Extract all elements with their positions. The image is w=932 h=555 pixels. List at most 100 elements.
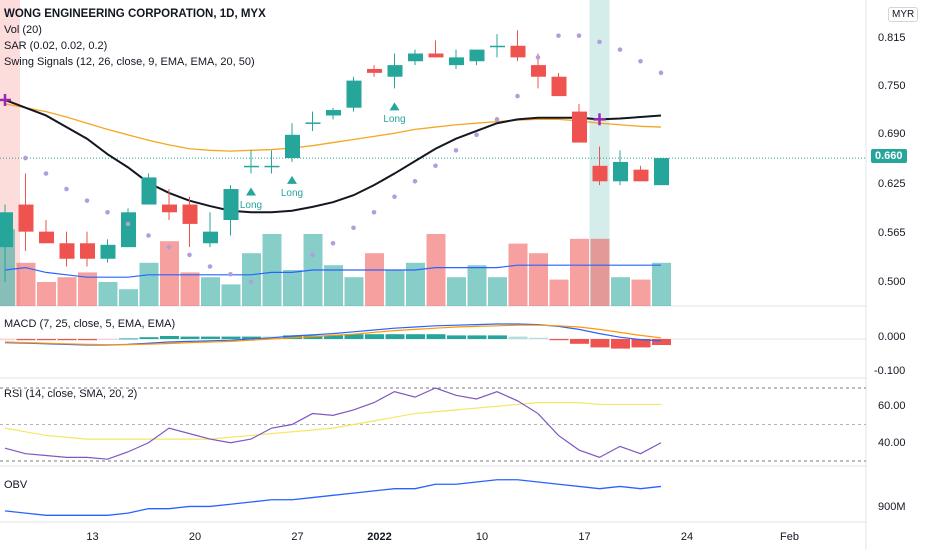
volume-bar [98,282,118,306]
macd-histogram-bar [160,336,179,339]
macd-histogram-bar [16,339,36,341]
long-signal-triangle [246,187,256,196]
volume-bar [78,272,97,306]
long-signal-label: Long [239,199,263,211]
volume-bar [652,262,671,306]
candle-body [531,65,546,77]
sar-dot [207,264,213,269]
candle-body [613,161,628,182]
sar-dot [146,233,151,238]
obv-pane-label[interactable]: OBV [4,479,28,491]
candle-body [449,57,464,66]
sar-dot [576,33,582,38]
macd-histogram-bar [344,334,364,339]
sar-dot [658,70,664,76]
macd-histogram-bar [78,339,97,341]
macd-histogram-bar [242,336,261,339]
macd-histogram-bar [508,336,528,339]
volume-bar [201,277,220,306]
sar-dot [248,279,254,285]
candle-body [428,53,444,58]
last-price-badge: 0.660 [871,149,907,163]
candle-body [121,212,136,248]
volume-bar [611,277,630,306]
volume-bar [590,238,610,306]
macd-histogram-bar [201,336,220,339]
volume-ma-line [4,264,661,278]
macd-histogram-bar [180,336,200,339]
sar-dot [433,163,438,169]
candle-body [203,231,218,244]
sar-dot [371,209,377,215]
volume-bar [344,277,364,306]
currency-badge[interactable]: MYR [888,7,919,22]
candle-body [326,110,341,116]
indicator-volume-label[interactable]: Vol (20) [4,24,42,36]
price-tick-0815: 0.815 [878,32,906,44]
sar-dot [125,221,131,227]
macd-histogram-bar [139,337,159,339]
ema-fast-line [4,99,662,214]
sar-dot [474,132,479,138]
sar-dot [453,148,459,153]
obv-line [4,479,662,516]
candle-body [592,165,608,182]
time-tick: Feb [780,531,799,543]
time-tick: 2022 [367,531,392,543]
time-tick: 24 [680,531,694,543]
indicator-swing-label[interactable]: Swing Signals (12, 26, close, 9, EMA, EM… [4,56,255,68]
volume-bar [365,253,384,306]
macd-histogram-bar [549,339,569,341]
long-signal-triangle [389,102,400,111]
sar-dot [187,252,192,258]
candle-body [223,189,239,221]
macd-histogram-bar [406,334,425,339]
macd-histogram-bar [37,339,56,341]
volume-bar [242,253,261,306]
macd-histogram-bar [447,335,466,339]
sar-dot [310,252,315,258]
candle-body [469,49,485,62]
macd-histogram-bar [303,335,323,339]
macd-histogram-bar [570,339,589,344]
rsi-tick-60: 60.00 [878,400,906,412]
candle-body [100,244,116,259]
macd-pane-label[interactable]: MACD (7, 25, close, 5, EMA, EMA) [4,318,176,330]
price-tick-0500: 0.500 [878,276,906,288]
sar-dot [535,55,541,60]
rsi-pane-label[interactable]: RSI (14, close, SMA, 20, 2) [4,388,138,400]
rsi-line [4,387,662,460]
indicator-sar-label[interactable]: SAR (0.02, 0.02, 0.2) [4,40,108,52]
macd-histogram-bar [426,334,446,339]
volume-bar [631,279,651,306]
volume-bar [447,277,466,306]
sar-dot [412,179,418,184]
long-signal-label: Long [280,187,304,199]
volume-bar [426,234,446,306]
volume-bar [0,229,15,306]
macd-histogram-bar [0,339,15,341]
sar-dot [556,33,561,38]
volume-bar [139,262,159,306]
sar-dot [597,39,602,45]
macd-histogram-bar [631,339,651,348]
time-tick: 20 [188,531,202,543]
macd-histogram-bar [221,336,241,339]
volume-bar [549,279,569,306]
sar-dot [228,271,233,277]
candle-body [264,165,280,168]
candle-body [59,243,75,259]
sar-dot [638,58,643,64]
candle-body [387,65,403,77]
candle-body [572,111,587,143]
volume-bar [488,277,507,306]
candle-body [80,243,95,259]
volume-bar [16,262,36,306]
long-signal-label: Long [383,114,406,126]
volume-bar [180,272,200,306]
candle-body [490,45,505,48]
chart-title: WONG ENGINEERING CORPORATION, 1D, MYX [4,8,266,20]
candle-body [551,76,567,97]
